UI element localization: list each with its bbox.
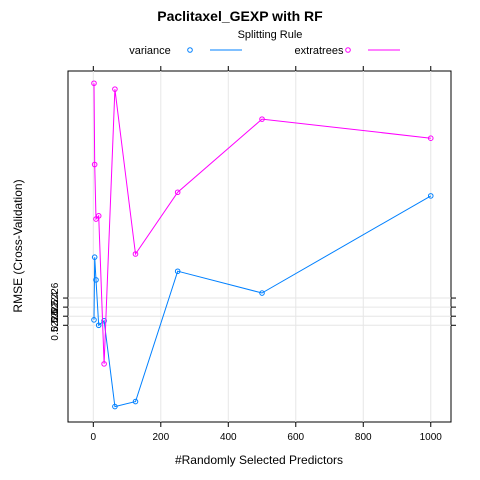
x-tick-label: 1000 [420, 432, 443, 443]
y-axis-label: RMSE (Cross-Validation) [11, 179, 25, 312]
x-axis: 0 200 400 600 800 1000 [91, 66, 443, 443]
data-point-variance [101, 317, 107, 324]
x-tick-label: 400 [220, 432, 237, 443]
grid [68, 71, 451, 422]
data-point-variance [112, 403, 118, 410]
chart-title: Paclitaxel_GEXP with RF [157, 8, 323, 24]
data-point-extratrees [91, 80, 97, 87]
legend: Splitting Rule variance extratrees [129, 29, 400, 57]
data-point-extratrees [112, 86, 118, 92]
data-point-extratrees [95, 213, 102, 219]
series-line-variance [93, 195, 432, 408]
legend-label-variance: variance [129, 45, 171, 57]
y-tick-label: 0.5226 [50, 282, 61, 313]
data-point-variance [427, 193, 434, 199]
data-point-extratrees [427, 135, 434, 142]
data-point-variance [93, 277, 99, 283]
x-tick-label: 0 [91, 432, 97, 443]
y-tick-label: 0.5220 [50, 310, 61, 341]
y-tick-label: 0.5222 [50, 300, 61, 331]
series-layer [91, 80, 434, 410]
x-axis-label: #Randomly Selected Predictors [175, 453, 343, 467]
series-variance [91, 193, 434, 410]
y-tick-label: 0.5224 [50, 291, 61, 322]
data-point-variance [91, 317, 97, 323]
legend-label-extratrees: extratrees [295, 45, 344, 57]
x-tick-label: 200 [152, 432, 169, 443]
legend-marker-extratrees [345, 47, 351, 53]
data-point-variance [95, 322, 102, 329]
series-extratrees [91, 80, 434, 367]
data-point-extratrees [93, 216, 99, 222]
data-point-variance [91, 254, 98, 260]
data-point-variance [132, 398, 139, 405]
data-point-extratrees [91, 161, 98, 168]
series-line-extratrees [93, 83, 431, 364]
data-point-extratrees [132, 251, 139, 257]
data-point-variance [174, 268, 181, 275]
x-tick-label: 800 [355, 432, 372, 443]
data-point-extratrees [101, 361, 107, 367]
plot-frame [67, 70, 452, 423]
data-point-extratrees [174, 189, 181, 196]
legend-marker-variance [187, 47, 193, 53]
data-point-extratrees [259, 116, 265, 122]
legend-title: Splitting Rule [238, 29, 303, 41]
data-point-variance [259, 290, 265, 296]
x-tick-label: 600 [287, 432, 304, 443]
